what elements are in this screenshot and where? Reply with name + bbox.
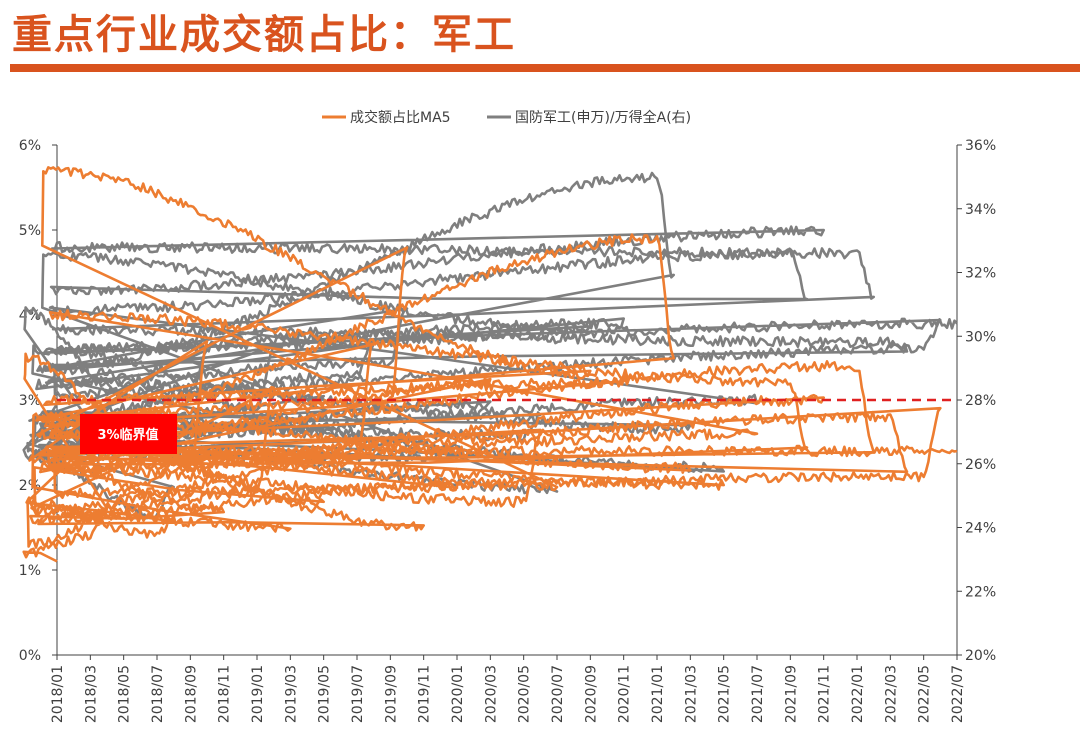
- y-left-tick-label: 6%: [19, 138, 41, 154]
- x-tick-label: 2020/11: [617, 665, 633, 723]
- x-tick-label: 2022/05: [917, 665, 933, 723]
- x-tick-label: 2020/09: [583, 665, 599, 723]
- y-right-tick-label: 30%: [965, 329, 996, 345]
- x-tick-label: 2018/01: [50, 665, 66, 723]
- x-tick-label: 2019/01: [250, 665, 266, 723]
- x-tick-label: 2021/09: [783, 665, 799, 723]
- x-tick-label: 2019/09: [383, 665, 399, 723]
- y-right-tick-label: 22%: [965, 584, 996, 600]
- y-right-tick-label: 34%: [965, 202, 996, 218]
- y-right-tick-label: 28%: [965, 393, 996, 409]
- axes: 0%1%2%3%4%5%6%20%22%24%26%28%30%32%34%36…: [19, 138, 996, 723]
- x-tick-label: 2018/07: [150, 665, 166, 723]
- x-tick-label: 2021/03: [683, 665, 699, 723]
- x-tick-label: 2018/09: [183, 665, 199, 723]
- y-left-tick-label: 0%: [19, 648, 41, 664]
- legend-label: 国防军工(申万)/万得全A(右): [515, 109, 691, 126]
- x-tick-label: 2021/01: [650, 665, 666, 723]
- x-tick-label: 2018/05: [117, 665, 133, 723]
- series-layer: [22, 166, 958, 563]
- x-tick-label: 2022/07: [950, 665, 966, 723]
- threshold-callout-label: 3%临界值: [97, 427, 158, 443]
- threshold-layer: 3%临界值: [57, 398, 957, 454]
- x-tick-label: 2018/11: [217, 665, 233, 723]
- x-tick-label: 2018/03: [83, 665, 99, 723]
- x-tick-label: 2022/03: [883, 665, 899, 723]
- page-title: 重点行业成交额占比：军工: [12, 12, 516, 58]
- x-tick-label: 2021/07: [750, 665, 766, 723]
- y-left-tick-label: 1%: [19, 563, 41, 579]
- x-tick-label: 2021/05: [717, 665, 733, 723]
- y-right-tick-label: 20%: [965, 648, 996, 664]
- x-tick-label: 2021/11: [817, 665, 833, 723]
- x-tick-label: 2019/05: [317, 665, 333, 723]
- x-tick-label: 2022/01: [850, 665, 866, 723]
- y-right-tick-label: 26%: [965, 457, 996, 473]
- legend: 成交额占比MA5 国防军工(申万)/万得全A(右): [322, 109, 691, 126]
- x-tick-label: 2019/07: [350, 665, 366, 723]
- x-tick-label: 2019/03: [283, 665, 299, 723]
- y-right-tick-label: 24%: [965, 521, 996, 537]
- threshold-callout-box: [80, 414, 177, 454]
- series-line-ma5: [22, 166, 958, 563]
- y-right-tick-label: 32%: [965, 266, 996, 282]
- title-rule: [10, 64, 1080, 72]
- y-left-tick-label: 5%: [19, 223, 41, 239]
- x-tick-label: 2020/05: [517, 665, 533, 723]
- y-right-tick-label: 36%: [965, 138, 996, 154]
- x-tick-label: 2020/03: [483, 665, 499, 723]
- legend-label: 成交额占比MA5: [350, 109, 451, 126]
- x-tick-label: 2019/11: [417, 665, 433, 723]
- x-tick-label: 2020/07: [550, 665, 566, 723]
- x-tick-label: 2020/01: [450, 665, 466, 723]
